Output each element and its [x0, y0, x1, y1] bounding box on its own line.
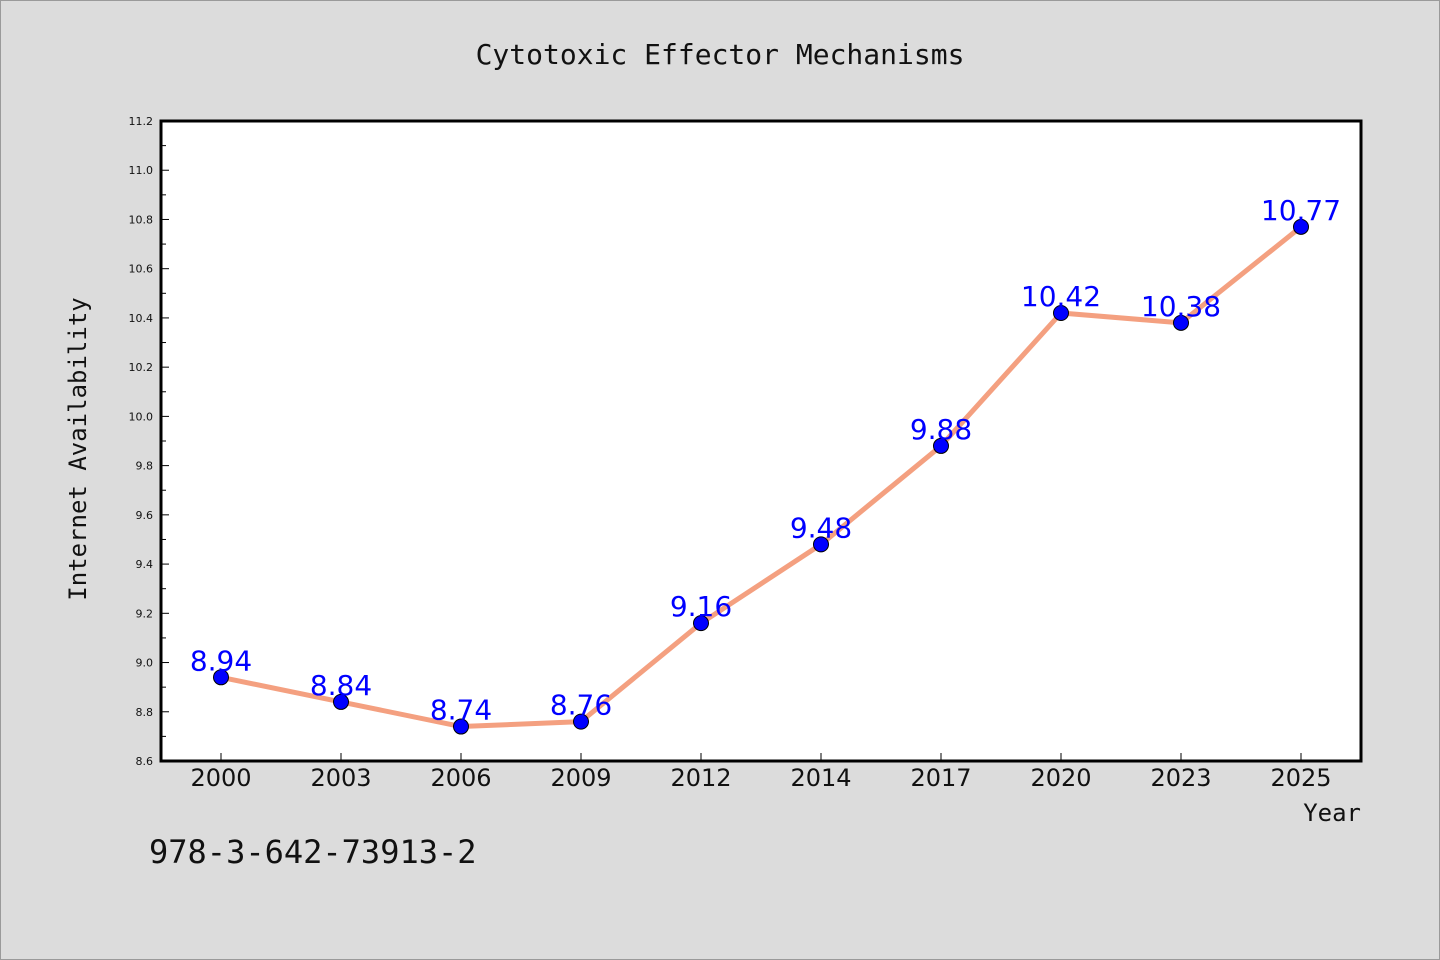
x-tick-label: 2023: [1150, 764, 1211, 792]
data-point: [333, 693, 349, 710]
data-label: 8.94: [190, 644, 252, 677]
series-layer: 8.94 8.84 8.74 8.76 9.16 9.48 9.88 10.42 10.38 10…: [190, 194, 1341, 735]
x-tick-label: 2003: [310, 764, 371, 792]
data-label: 8.76: [550, 689, 612, 722]
x-tick-label: 2020: [1030, 764, 1091, 792]
data-point: [213, 669, 229, 686]
y-tick-label: 9.0: [136, 657, 154, 670]
y-tick-label: 9.2: [136, 607, 154, 620]
data-label: 8.84: [310, 669, 372, 702]
data-label: 10.42: [1021, 280, 1101, 313]
plot-area: [159, 119, 1363, 763]
y-tick-label: 10.4: [129, 312, 154, 325]
data-label: 9.88: [910, 413, 972, 446]
y-tick-label: 9.6: [136, 509, 154, 522]
data-point: [933, 437, 949, 454]
y-tick-label: 9.8: [136, 460, 154, 473]
y-tick-label: 10.2: [129, 361, 154, 374]
data-point: [453, 718, 469, 735]
y-axis-label: Internet Availability: [64, 297, 92, 600]
x-tick-label: 2017: [910, 764, 971, 792]
x-tick-label: 2000: [190, 764, 251, 792]
data-label: 9.16: [670, 590, 732, 623]
y-tick-label: 8.6: [136, 755, 154, 768]
x-tick-label: 2006: [430, 764, 491, 792]
data-label: 10.77: [1261, 194, 1341, 227]
y-tick-label: 10.8: [129, 213, 154, 226]
data-label: 9.48: [790, 511, 852, 544]
data-point: [1053, 305, 1069, 321]
x-axis-label: Year: [1303, 799, 1361, 827]
y-tick-label: 10.6: [129, 263, 154, 276]
x-tick-label: 2025: [1270, 764, 1331, 792]
x-tick-label: 2009: [550, 764, 611, 792]
y-tick-label: 9.4: [136, 558, 154, 571]
data-point: [1293, 218, 1309, 235]
y-tick-label: 11.0: [129, 164, 154, 177]
y-axis-ticks: 8.6 8.8 9.0 9.2 9.4 9.6 9.8 10.0 10.2 10.4 10.6 10.…: [129, 115, 169, 768]
footer-code: 978-3-642-73913-2: [149, 833, 477, 871]
x-axis-ticks: 2000 2003 2006 2009 2012 2014 2017 2020 2023 2025: [190, 753, 1332, 792]
x-tick-label: 2012: [670, 764, 731, 792]
series-line: [218, 224, 1304, 730]
y-tick-label: 8.8: [136, 706, 154, 719]
data-point: [693, 615, 709, 632]
data-point: [1173, 314, 1189, 331]
chart-title: Cytotoxic Effector Mechanisms: [476, 38, 965, 71]
data-point: [813, 536, 829, 553]
data-label: 8.74: [430, 694, 492, 727]
x-tick-label: 2014: [790, 764, 851, 792]
y-tick-label: 10.0: [129, 410, 154, 423]
y-tick-label: 11.2: [129, 115, 154, 128]
data-label: 10.38: [1141, 290, 1221, 323]
data-point: [573, 713, 589, 730]
